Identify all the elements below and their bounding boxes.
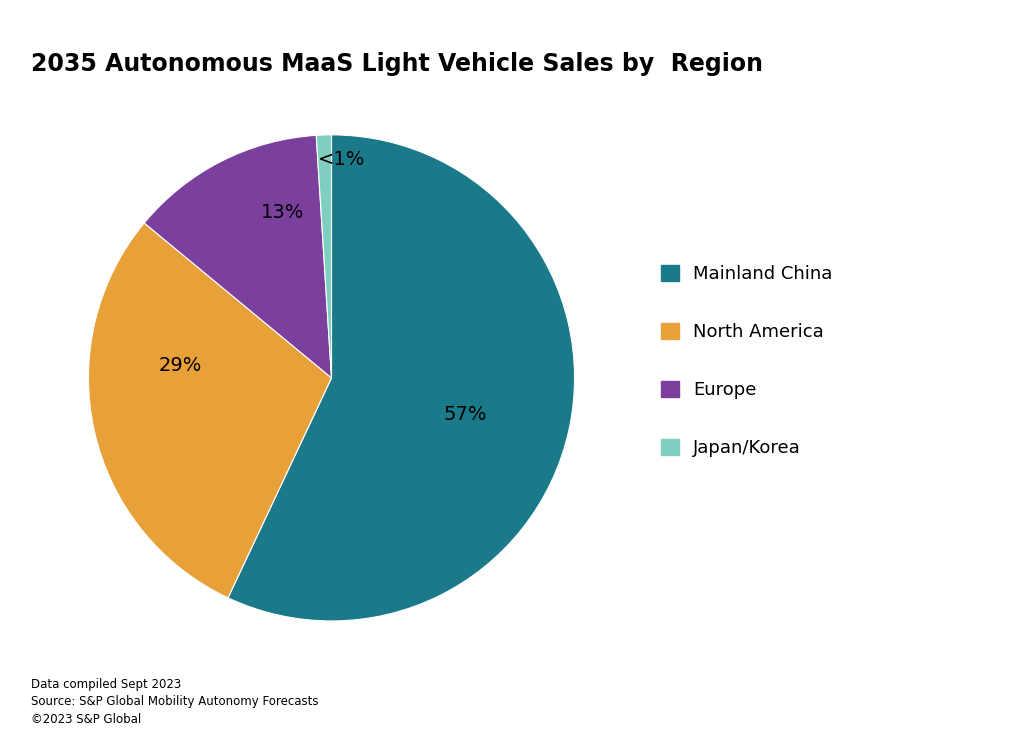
Text: <1%: <1% (317, 150, 365, 169)
Wedge shape (316, 135, 331, 378)
Text: 13%: 13% (261, 203, 305, 222)
Text: ©2023 S&P Global: ©2023 S&P Global (31, 714, 141, 726)
Text: 57%: 57% (443, 405, 486, 424)
Text: Source: S&P Global Mobility Autonomy Forecasts: Source: S&P Global Mobility Autonomy For… (31, 696, 318, 708)
Text: 2035 Autonomous MaaS Light Vehicle Sales by  Region: 2035 Autonomous MaaS Light Vehicle Sales… (31, 52, 762, 76)
Wedge shape (144, 136, 331, 378)
Wedge shape (89, 223, 331, 598)
Text: 29%: 29% (159, 356, 203, 375)
Text: Data compiled Sept 2023: Data compiled Sept 2023 (31, 678, 180, 691)
Wedge shape (228, 135, 574, 621)
Legend: Mainland China, North America, Europe, Japan/Korea: Mainland China, North America, Europe, J… (660, 265, 832, 457)
